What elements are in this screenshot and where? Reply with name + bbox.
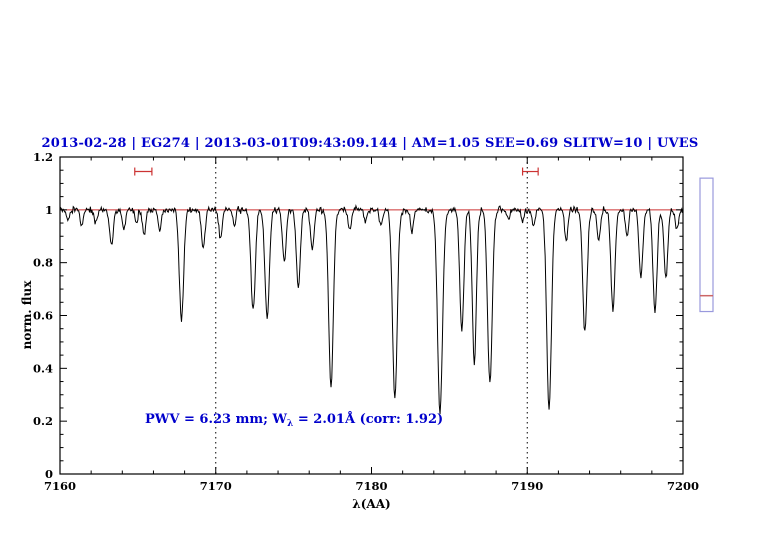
x-axis-label: λ(AA) bbox=[352, 497, 391, 511]
y-tick-label: 0.4 bbox=[33, 361, 53, 375]
side-flux-indicator bbox=[699, 177, 714, 313]
annotation-pre: PWV = 6.23 mm; W bbox=[145, 412, 288, 427]
annotation-lambda-subscript: λ bbox=[287, 419, 294, 429]
x-tick-label: 7170 bbox=[200, 479, 232, 493]
x-tick-label: 7200 bbox=[667, 479, 699, 493]
x-tick-label: 7190 bbox=[511, 479, 543, 493]
x-tick-label: 7180 bbox=[355, 479, 387, 493]
pwv-annotation: PWV = 6.23 mm; Wλ = 2.01Å (corr: 1.92) bbox=[145, 412, 443, 429]
y-tick-label: 1.2 bbox=[33, 150, 53, 164]
range-marker bbox=[521, 167, 539, 176]
y-tick-label: 0.8 bbox=[33, 256, 53, 270]
range-marker bbox=[134, 167, 153, 176]
y-tick-label: 0.6 bbox=[33, 309, 53, 323]
y-tick-label: 0 bbox=[45, 467, 53, 481]
y-tick-label: 0.2 bbox=[33, 414, 53, 428]
spectrum-trace bbox=[60, 203, 683, 415]
y-axis-label: norm. flux bbox=[20, 280, 34, 350]
plot-title: 2013-02-28 | EG274 | 2013-03-01T09:43:09… bbox=[41, 136, 699, 151]
y-tick-label: 1 bbox=[45, 203, 53, 217]
x-tick-label: 7160 bbox=[44, 479, 76, 493]
annotation-post: = 2.01Å (corr: 1.92) bbox=[293, 412, 444, 427]
